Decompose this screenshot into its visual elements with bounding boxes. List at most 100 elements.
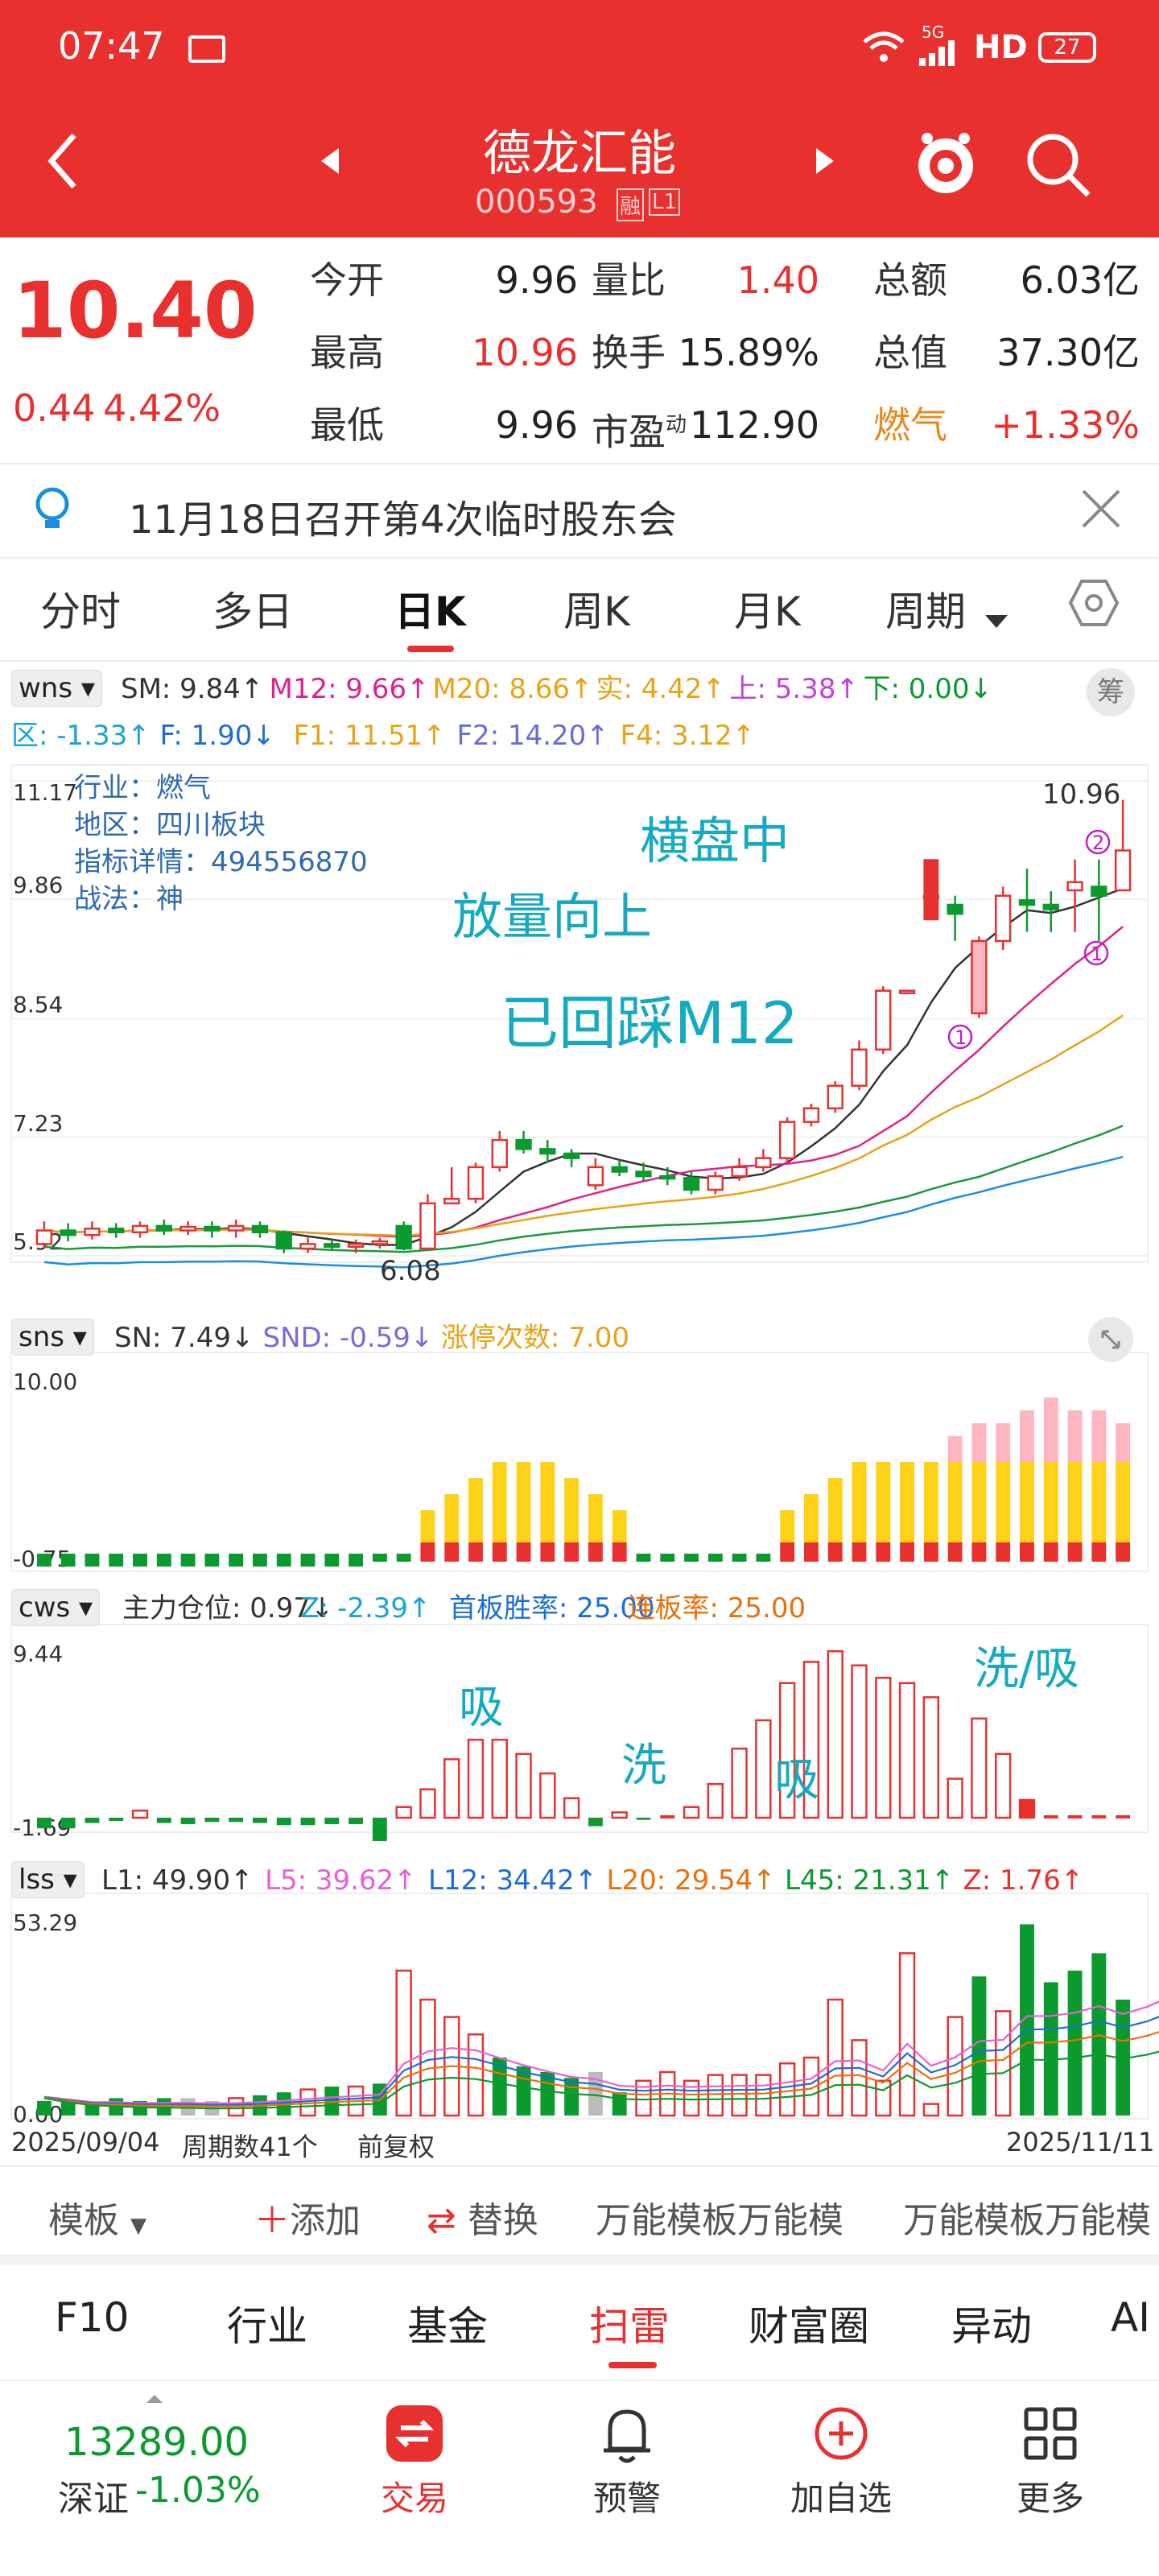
tab-fund[interactable]: 基金	[407, 2303, 488, 2350]
candle-body	[1042, 903, 1059, 910]
quote-value: 10.96	[472, 331, 578, 374]
candle-body	[204, 1225, 221, 1232]
sns-bar	[780, 1542, 795, 1562]
tab-period[interactable]: 周期	[885, 588, 966, 635]
indicator-value: F2: 14.20↑	[456, 720, 609, 752]
back-button[interactable]	[40, 129, 89, 193]
sns-bar	[588, 1494, 603, 1542]
cws-indicator-selector[interactable]: cws ▾	[11, 1589, 101, 1626]
add-circle-icon	[813, 2405, 869, 2465]
candle-body	[971, 939, 988, 1015]
lss-bar	[395, 1969, 412, 2117]
index-name: 深证	[58, 2479, 129, 2520]
indicator-value: 上: 5.38↑	[729, 673, 859, 705]
ma-line	[43, 1014, 1124, 1237]
tab-ai[interactable]: AI	[1111, 2294, 1150, 2341]
tab-scan-risk[interactable]: 扫雷	[589, 2303, 670, 2350]
quote-label: 市盈动	[592, 410, 687, 454]
lss-indicator-selector[interactable]: lss ▾	[11, 1861, 85, 1898]
template-dropdown[interactable]: 模板 ▼	[48, 2191, 146, 2243]
tab-f10[interactable]: F10	[55, 2294, 130, 2341]
main-indicator-selector[interactable]: wns ▾	[11, 670, 102, 707]
cws-bar	[85, 1818, 100, 1823]
alert-button[interactable]: 预警	[575, 2391, 679, 2528]
main-indicator-name: wns	[19, 672, 73, 704]
tab-intraday[interactable]: 分时	[40, 588, 121, 635]
sns-bar	[971, 1462, 987, 1542]
tab-daily-k[interactable]: 日K	[394, 588, 466, 635]
sns-bar	[827, 1542, 843, 1562]
signal-circle	[1083, 940, 1109, 966]
more-label: 更多	[1016, 2479, 1084, 2518]
ma-line	[43, 887, 1124, 1246]
expand-icon[interactable]	[1088, 1317, 1133, 1362]
tab-weekly-k[interactable]: 周K	[563, 588, 630, 635]
prev-stock-button[interactable]	[318, 147, 342, 179]
search-icon[interactable]	[1022, 129, 1095, 204]
adjust-mode[interactable]: 前复权	[357, 2132, 435, 2162]
y-tick-label: 8.54	[13, 992, 63, 1018]
tab-industry[interactable]: 行业	[227, 2303, 307, 2350]
cws-annotation: 吸	[459, 1682, 504, 1734]
indicator-value: M20: 8.66↑	[432, 673, 593, 705]
tab-multiday[interactable]: 多日	[212, 588, 293, 635]
lss-bar	[1020, 1924, 1034, 2116]
signal-number: 1	[955, 1026, 967, 1049]
annotation-text: 已回踩M12	[501, 989, 798, 1057]
sns-bar	[180, 1554, 196, 1567]
sns-bar	[876, 1542, 891, 1562]
cws-bar	[1116, 1815, 1131, 1818]
template-item-2[interactable]: 万能模板万能模	[903, 2200, 1151, 2241]
sns-bar	[900, 1542, 914, 1562]
lss-bar	[1067, 1971, 1083, 2116]
next-stock-button[interactable]	[813, 147, 837, 179]
sns-bar	[492, 1462, 507, 1542]
candle-body	[707, 1174, 724, 1191]
info-tab-indicator	[608, 2362, 657, 2368]
quote-value: 1.40	[736, 258, 819, 302]
sns-bar	[1091, 1462, 1107, 1542]
tab-monthly-k[interactable]: 月K	[734, 588, 801, 635]
replace-template-button[interactable]: ⇄ 替换	[427, 2191, 538, 2243]
tab-wealth-circle[interactable]: 财富圈	[749, 2303, 869, 2350]
tab-anomaly[interactable]: 异动	[951, 2303, 1032, 2350]
hd-indicator: HD	[974, 29, 1028, 66]
bell-icon	[599, 2402, 655, 2470]
candle-body	[299, 1243, 316, 1250]
sns-bar	[1116, 1542, 1131, 1562]
kline-chart-area[interactable]: 11.179.868.547.235.92行业：燃气地区：四川板块指标详情：49…	[0, 757, 1159, 2149]
ma-line	[43, 926, 1124, 1239]
cws-bar	[683, 1806, 700, 1819]
index-ticker[interactable]: 13289.00 深证 -1.03%	[0, 2383, 306, 2544]
lss-bar	[60, 2101, 76, 2116]
candle-body	[35, 1229, 53, 1245]
caret-up-icon	[145, 2392, 164, 2408]
add-template-button[interactable]: ＋添加	[254, 2191, 361, 2243]
template-item-1[interactable]: 万能模板万能模	[596, 2200, 843, 2241]
sns-indicator-selector[interactable]: sns ▾	[11, 1319, 94, 1356]
lss-bar	[922, 2103, 940, 2117]
cws-bar	[539, 1772, 556, 1819]
add-watchlist-button[interactable]: 加自选	[773, 2391, 909, 2528]
chip-distribution-button[interactable]: 筹	[1087, 668, 1135, 716]
y-tick-label: 10.00	[13, 1368, 77, 1395]
sns-bar	[204, 1554, 220, 1567]
sns-bar	[923, 1542, 938, 1562]
more-button[interactable]: 更多	[998, 2391, 1103, 2528]
lss-bar	[707, 2074, 724, 2117]
cws-bar	[1043, 1815, 1058, 1818]
close-icon[interactable]	[1079, 486, 1124, 535]
settings-hexagon-icon[interactable]	[1067, 576, 1120, 639]
cws-bar	[995, 1752, 1012, 1819]
candle-body	[995, 894, 1012, 943]
battery-level: 27	[1054, 35, 1081, 60]
sns-bar	[36, 1554, 52, 1567]
mascot-icon[interactable]	[909, 127, 982, 203]
candle-body	[923, 859, 939, 921]
trade-button[interactable]: 交易	[362, 2391, 467, 2528]
indicator-value: L20: 29.54↑	[606, 1864, 776, 1897]
notice-bar[interactable]: 11月18日召开第4次临时股东会	[0, 467, 1159, 555]
sns-bar	[876, 1462, 891, 1542]
cws-bar	[349, 1818, 363, 1824]
signal-number: 1	[1091, 943, 1103, 965]
